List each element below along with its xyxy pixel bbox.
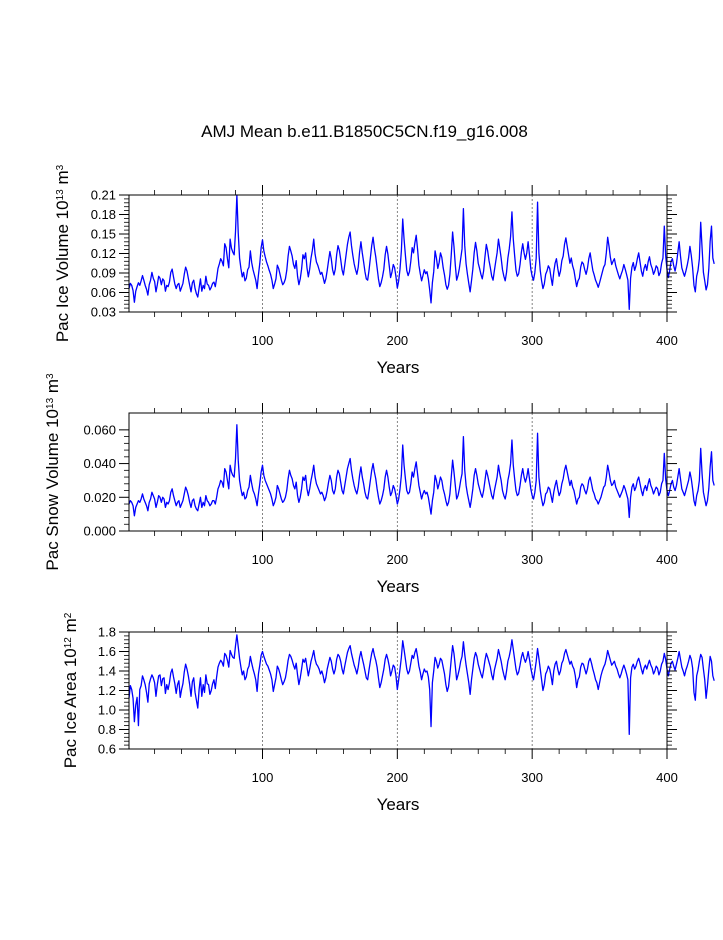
pac-ice-area-series-line-0 <box>128 634 715 736</box>
pac-ice-area-xtick-label-100: 100 <box>252 770 274 785</box>
pac-snow-volume-ylabel: Pac Snow Volume 1013 m3 <box>43 373 62 571</box>
pac-ice-area-ytick-label-5: 1.6 <box>98 644 116 659</box>
pac-ice-volume-ylabel-part-1: 13 <box>55 189 66 201</box>
pac-snow-volume-xtick-label-100: 100 <box>252 552 274 567</box>
pac-ice-area-ytick-label-2: 1.0 <box>98 703 116 718</box>
pac-ice-volume-xtick-label-200: 200 <box>386 333 408 348</box>
pac-ice-volume-ylabel-part-0: Pac Ice Volume 10 <box>53 200 72 342</box>
pac-ice-area-ylabel-part-3: 2 <box>63 612 74 618</box>
pac-ice-area-ytick-label-4: 1.4 <box>98 664 116 679</box>
pac-ice-volume-ytick-label-3: 0.12 <box>91 246 116 261</box>
pac-snow-volume-ylabel-part-2: m <box>43 379 62 398</box>
pac-snow-volume-plot-frame <box>128 412 668 532</box>
pac-ice-volume-ytick-label-2: 0.09 <box>91 266 116 281</box>
pac-ice-volume-ylabel-part-2: m <box>53 170 72 189</box>
pac-ice-area-ytick-label-6: 1.8 <box>98 625 116 640</box>
pac-snow-volume-xtick-label-200: 200 <box>386 552 408 567</box>
pac-ice-volume-ytick-label-4: 0.15 <box>91 227 116 242</box>
pac-ice-volume-ytick-label-0: 0.03 <box>91 305 116 320</box>
pac-ice-area-ytick-label-0: 0.6 <box>98 742 116 757</box>
pac-ice-area-ylabel-part-2: m <box>61 618 80 637</box>
pac-ice-area-xtick-label-300: 300 <box>521 770 543 785</box>
pac-ice-volume-xtick-label-100: 100 <box>252 333 274 348</box>
pac-ice-area-ytick-label-1: 0.8 <box>98 722 116 737</box>
pac-ice-area-ytick-label-3: 1.2 <box>98 683 116 698</box>
pac-snow-volume-ytick-label-3: 0.060 <box>83 422 116 437</box>
pac-ice-volume-ytick-label-6: 0.21 <box>91 188 116 203</box>
pac-ice-volume-ylabel: Pac Ice Volume 1013 m3 <box>53 164 72 342</box>
pac-ice-area-ylabel-part-0: Pac Ice Area 10 <box>61 648 80 768</box>
pac-snow-volume-ylabel-part-3: 3 <box>45 373 56 379</box>
pac-ice-volume-xlabel: Years <box>377 358 420 377</box>
pac-snow-volume-ylabel-part-0: Pac Snow Volume 10 <box>43 409 62 571</box>
pac-snow-volume-ytick-label-2: 0.040 <box>83 456 116 471</box>
pac-ice-area-ylabel-part-1: 12 <box>63 637 74 649</box>
figure-title: AMJ Mean b.e11.B1850C5CN.f19_g16.008 <box>201 122 528 141</box>
pac-ice-volume-ytick-label-5: 0.18 <box>91 207 116 222</box>
pac-snow-volume-ytick-label-1: 0.020 <box>83 490 116 505</box>
pac-ice-volume-ytick-label-1: 0.06 <box>91 285 116 300</box>
pac-ice-volume-xtick-label-300: 300 <box>521 333 543 348</box>
pac-ice-area-xtick-label-400: 400 <box>656 770 678 785</box>
pac-snow-volume-xlabel: Years <box>377 577 420 596</box>
pac-ice-area-xtick-label-200: 200 <box>386 770 408 785</box>
pac-ice-volume-xtick-label-400: 400 <box>656 333 678 348</box>
pac-ice-volume-ylabel-part-3: 3 <box>55 164 66 170</box>
pac-ice-volume-plot-frame <box>128 194 668 313</box>
pac-ice-volume-series-line-0 <box>128 194 715 311</box>
pac-ice-area-ylabel: Pac Ice Area 1012 m2 <box>61 612 80 768</box>
pac-snow-volume-ylabel-part-1: 13 <box>45 397 56 409</box>
pac-snow-volume-ytick-label-0: 0.000 <box>83 524 116 539</box>
pac-ice-area-xlabel: Years <box>377 795 420 814</box>
pac-snow-volume-xtick-label-400: 400 <box>656 552 678 567</box>
pac-snow-volume-series-line-0 <box>128 424 715 519</box>
pac-snow-volume-xtick-label-300: 300 <box>521 552 543 567</box>
